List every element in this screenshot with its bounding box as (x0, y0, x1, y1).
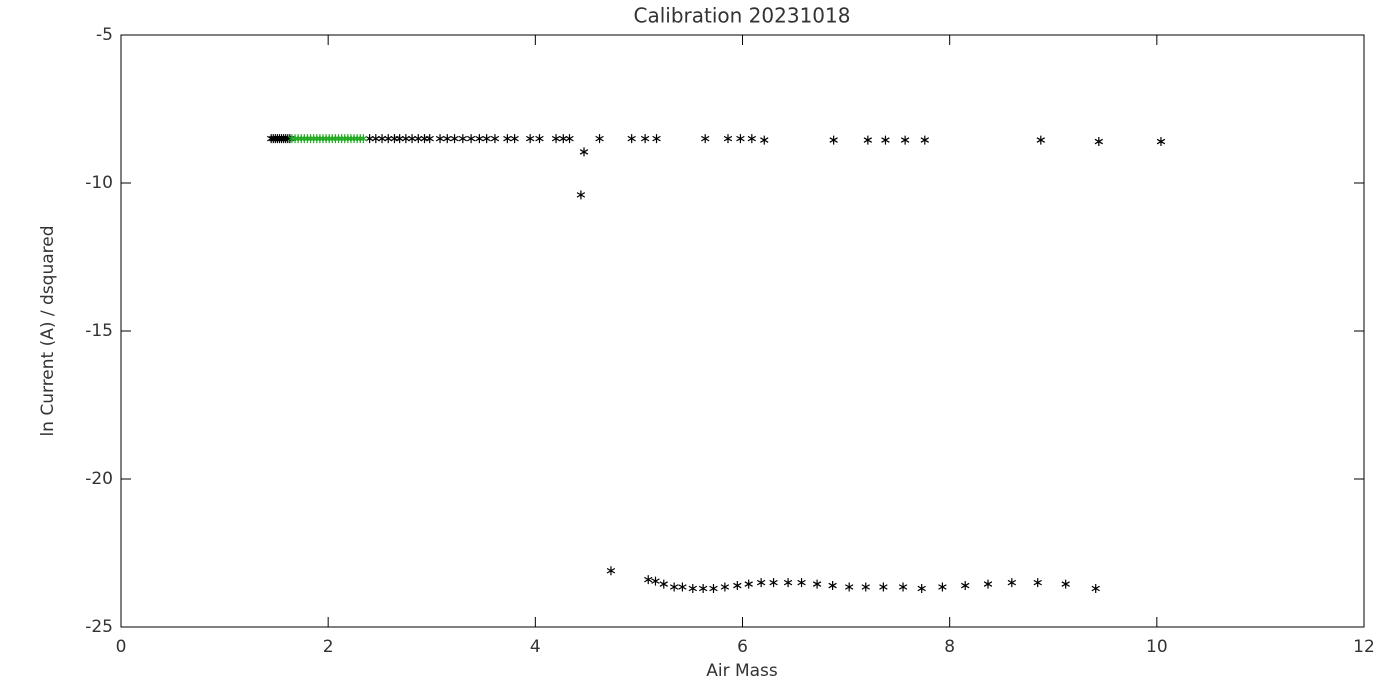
y-tick-label: -15 (85, 321, 113, 341)
data-point (760, 135, 769, 145)
data-point (401, 134, 411, 144)
data-point (407, 134, 417, 144)
data-point (1007, 578, 1017, 588)
x-tick-label: 6 (737, 637, 748, 657)
data-point (900, 135, 910, 145)
data-point (475, 134, 484, 144)
data-point (395, 134, 404, 144)
data-point (812, 579, 822, 589)
y-tick-label: -25 (85, 617, 113, 637)
data-point (669, 582, 679, 592)
data-point (1094, 137, 1104, 147)
y-tick-label: -5 (96, 25, 113, 45)
data-point (435, 134, 445, 144)
data-point (698, 584, 708, 594)
data-point (640, 134, 650, 144)
data-point (879, 582, 888, 592)
data-point (559, 134, 568, 144)
data-point (466, 134, 476, 144)
data-point (627, 134, 636, 144)
data-point (425, 134, 434, 144)
data-point (371, 134, 381, 144)
data-point (414, 134, 423, 144)
data-point (747, 134, 757, 144)
data-point (723, 134, 733, 144)
data-point (701, 134, 710, 144)
data-point (535, 134, 544, 144)
data-point (565, 134, 574, 144)
data-point (844, 582, 854, 592)
data-point (443, 134, 452, 144)
data-point (720, 582, 730, 592)
data-point (898, 582, 908, 592)
x-tick-label: 12 (1353, 637, 1375, 657)
data-point (938, 582, 947, 592)
data-point (678, 582, 687, 592)
data-point (458, 134, 468, 144)
x-axis-label: Air Mass (706, 661, 778, 681)
data-point (490, 134, 500, 144)
data-point (861, 582, 870, 592)
data-point (651, 576, 660, 586)
plot-frame (120, 34, 1365, 628)
data-point (365, 134, 374, 144)
data-point (797, 578, 806, 588)
data-point (709, 584, 718, 594)
data-point (606, 566, 616, 576)
data-point (482, 134, 491, 144)
data-point (1033, 578, 1042, 588)
data-point (1036, 135, 1046, 145)
x-tick-label: 8 (944, 637, 955, 657)
data-point (829, 135, 838, 145)
data-point (576, 190, 586, 200)
data-point (881, 135, 890, 145)
data-point (420, 134, 429, 144)
data-point (1061, 579, 1070, 589)
data-point (450, 134, 459, 144)
x-tick-label: 2 (323, 637, 334, 657)
data-point (579, 147, 589, 157)
data-point (688, 584, 697, 594)
data-point (551, 134, 561, 144)
data-point (733, 581, 742, 591)
data-point (503, 134, 512, 144)
data-point (983, 579, 993, 589)
data-point (744, 579, 753, 589)
y-axis-label: ln Current (A) / dsquared (38, 225, 58, 436)
data-point (384, 134, 393, 144)
data-point (359, 134, 368, 144)
x-tick-label: 4 (530, 637, 541, 657)
x-tick-label: 10 (1146, 637, 1168, 657)
data-point (736, 134, 745, 144)
data-point (652, 134, 661, 144)
chart-title: Calibration 20231018 (634, 4, 851, 28)
data-point (644, 575, 653, 585)
data-point (756, 578, 766, 588)
data-point (510, 134, 519, 144)
data-point (961, 581, 970, 591)
data-point (390, 134, 399, 144)
data-point (917, 584, 926, 594)
data-point (1156, 137, 1166, 147)
data-point (783, 578, 793, 588)
data-point (920, 135, 930, 145)
y-tick-label: -10 (85, 173, 113, 193)
data-point (769, 578, 778, 588)
x-tick-label: 0 (116, 637, 127, 657)
data-point (863, 135, 873, 145)
data-point (525, 134, 535, 144)
data-point (377, 134, 387, 144)
data-point (828, 581, 837, 591)
data-point (1091, 584, 1100, 594)
data-point (595, 134, 604, 144)
y-tick-label: -20 (85, 469, 113, 489)
data-point (659, 579, 668, 589)
